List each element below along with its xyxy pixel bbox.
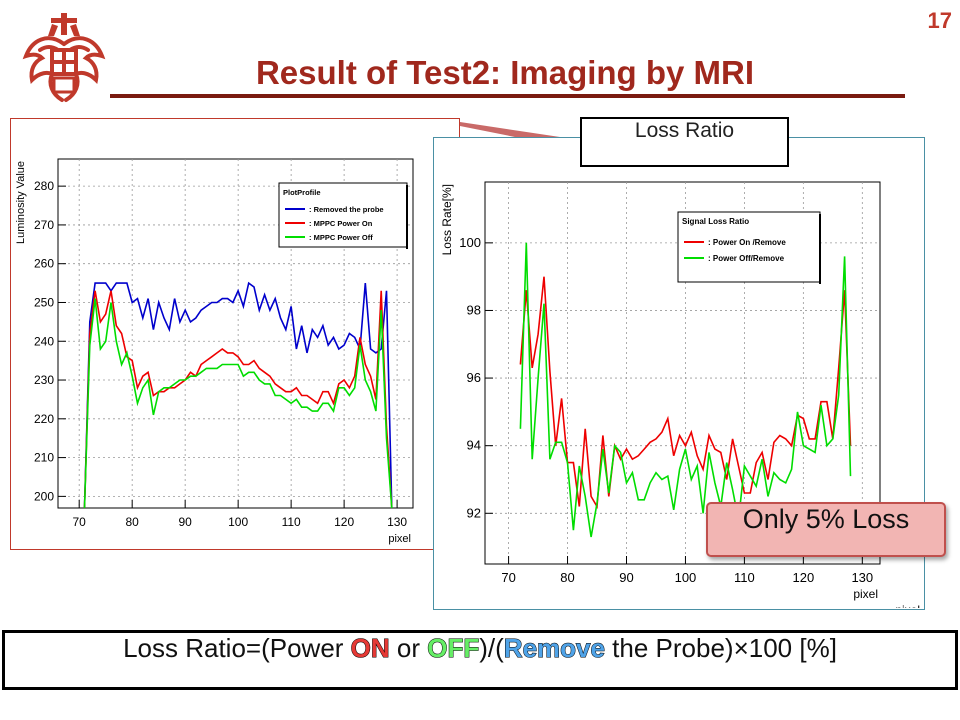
formula-on-keyword: ON [350,633,390,664]
y-tick-label: 250 [34,295,54,309]
formula-off-keyword: OFF [427,633,480,664]
x-tick-label: 100 [228,515,248,529]
y-axis-label: Luminosity Value [15,161,27,244]
luminosity-profile-panel: 70 80 90 100 110 120 130 200 210 220 230 240 250 260 2… [10,118,460,550]
y-tick-label: 100 [459,235,481,250]
luminosity-profile-chart: 70 80 90 100 110 120 130 200 210 220 230 240 250 260 2… [15,158,414,545]
y-axis-label: Loss Rate[%] [440,184,454,255]
y-tick-label: 280 [34,179,54,193]
y-tick-label: 96 [467,370,481,385]
x-tick-label: 90 [619,570,633,585]
x-axis-label-duplicate: pixel [895,603,920,608]
formula-part-4: the Probe)×100 [%] [604,633,837,663]
loss-rate-chart: 70 80 90 100 110 120 130 92 94 96 98 100 pixel pixel L… [440,181,920,617]
legend-entry-2: : MPPC Power On [309,219,373,228]
y-tick-label: 92 [467,505,481,520]
x-tick-label: 70 [501,570,515,585]
y-tick-label: 200 [34,489,54,503]
y-tick-label: 240 [34,334,54,348]
loss-ratio-callout: Loss Ratio [580,117,789,167]
series-line-3 [83,298,393,508]
y-tick-label: 260 [34,257,54,271]
x-tick-label: 80 [560,570,574,585]
university-seal-logo [22,13,106,102]
x-tick-label: 120 [334,515,354,529]
legend-box [677,211,821,283]
x-tick-label: 120 [793,570,815,585]
x-tick-label: 70 [73,515,87,529]
legend-entry-1: : Power On /Remove [708,238,786,247]
y-tick-label: 220 [34,412,54,426]
y-tick-label: 230 [34,373,54,387]
title-underline [110,94,905,98]
x-axis-label: pixel [388,533,411,545]
x-tick-label: 130 [851,570,873,585]
y-tick-label: 270 [34,218,54,232]
x-tick-label: 130 [387,515,407,529]
y-tick-label: 94 [467,438,481,453]
x-tick-label: 100 [675,570,697,585]
legend-entry-2: : Power Off/Remove [708,254,785,263]
legend-title: Signal Loss Ratio [682,217,749,226]
series-line-2 [83,290,393,508]
page-number: 17 [927,8,952,33]
formula-part-2: or [389,633,428,663]
x-axis-label: pixel [853,587,878,601]
y-tick-label: 210 [34,451,54,465]
formula-remove-keyword: Remove [503,633,605,664]
series-line-2 [519,242,852,538]
slide-title: Result of Test2: Imaging by MRI [255,54,755,91]
loss-ratio-formula: Loss Ratio=(Power ON or OFF)/(Remove the… [2,630,958,690]
legend-entry-3: : MPPC Power Off [309,233,373,242]
series-line-1 [83,281,393,508]
only-loss-callout: Only 5% Loss [706,502,946,557]
formula-part-3: )/( [479,633,504,663]
x-tick-label: 90 [178,515,192,529]
legend-title: PlotProfile [283,188,321,197]
x-tick-label: 80 [125,515,139,529]
y-tick-label: 98 [467,302,481,317]
legend-entry-1: : Removed the probe [309,205,384,214]
x-tick-label: 110 [282,515,301,529]
x-tick-label: 110 [734,570,755,585]
formula-part-1: Loss Ratio=(Power [123,633,351,663]
